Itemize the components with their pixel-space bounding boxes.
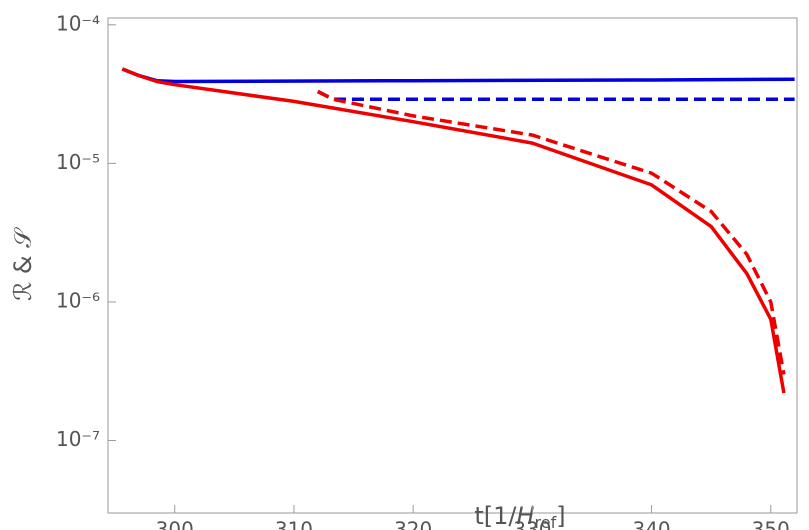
x-label-part: ]: [556, 502, 565, 530]
x-tick-label: 340: [632, 518, 670, 530]
y-tick-label: 10⁻⁷: [56, 427, 100, 451]
x-tick-label: 300: [156, 518, 194, 530]
series-line: [317, 89, 795, 102]
x-tick-label: 320: [394, 518, 432, 530]
x-tick-label: 310: [275, 518, 313, 530]
x-label-part: ref: [535, 513, 557, 530]
plot-frame: [107, 17, 798, 514]
x-tick-label: 330: [513, 518, 551, 530]
x-label-part: H: [517, 502, 535, 530]
x-label-part: t[1/: [474, 502, 517, 530]
y-tick-label: 10⁻⁴: [56, 11, 100, 35]
x-tick-label: 350: [752, 518, 790, 530]
series-line: [121, 67, 795, 84]
x-axis-label: t[1/Href]: [474, 502, 565, 530]
series-line: [121, 67, 786, 394]
series-line: [317, 89, 786, 375]
y-tick-label: 10⁻⁶: [56, 288, 100, 312]
y-axis-label: ℛ & 𝒮: [9, 227, 37, 301]
y-tick-label: 10⁻⁵: [56, 150, 100, 174]
